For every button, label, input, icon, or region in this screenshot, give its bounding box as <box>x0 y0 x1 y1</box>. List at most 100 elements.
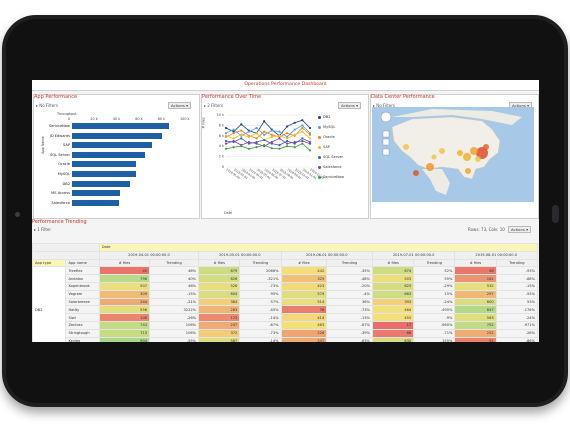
series-line[interactable] <box>225 137 311 146</box>
map-marker[interactable] <box>413 170 419 176</box>
table-row[interactable]: Siwr 108 -26% 123 -14% 414 -13% 455 -9% 563 -24% <box>33 313 539 322</box>
bar[interactable] <box>72 171 136 177</box>
series-point[interactable] <box>232 139 235 143</box>
series-point[interactable] <box>308 149 312 152</box>
series-point[interactable] <box>278 130 281 133</box>
zoom-out-icon[interactable] <box>382 138 390 146</box>
bar[interactable] <box>72 180 131 187</box>
series-point[interactable] <box>301 142 304 145</box>
series-point[interactable] <box>240 145 243 148</box>
bar[interactable] <box>72 199 120 206</box>
app-type-header[interactable]: App type <box>32 258 67 268</box>
series-point[interactable] <box>263 144 266 147</box>
table-row[interactable]: Hatity 556 3222% 283 -45% 78 -73% 464 -495% 847 -1… <box>33 305 539 315</box>
files-column-header[interactable]: # files <box>198 258 241 268</box>
bar[interactable] <box>72 123 170 129</box>
series-point[interactable] <box>247 142 251 145</box>
series-point[interactable] <box>224 139 228 143</box>
map-marker[interactable] <box>431 154 437 160</box>
series-point[interactable] <box>240 133 243 136</box>
legend-item[interactable]: SQL Server <box>318 155 343 159</box>
series-point[interactable] <box>263 130 266 133</box>
series-point[interactable] <box>308 126 312 130</box>
series-point[interactable] <box>263 133 266 136</box>
date-label[interactable]: Date <box>98 243 539 252</box>
series-point[interactable] <box>247 140 251 144</box>
bar[interactable] <box>72 161 136 168</box>
files-column-header[interactable]: # files <box>98 258 151 268</box>
map-view[interactable] <box>372 107 534 202</box>
series-point[interactable] <box>278 147 281 150</box>
series-point[interactable] <box>293 142 296 145</box>
series-point[interactable] <box>308 133 312 136</box>
series-point[interactable] <box>301 119 304 122</box>
filter-label[interactable]: ▸ 1 Filter <box>34 227 52 232</box>
date-column-header[interactable]: 2019-05-01 00:00:00.0 <box>198 250 282 260</box>
series-point[interactable] <box>301 126 304 130</box>
legend-item[interactable]: SAP <box>318 145 330 149</box>
series-point[interactable] <box>285 135 289 138</box>
files-column-header[interactable]: # files <box>371 258 415 268</box>
pan-control-icon[interactable] <box>380 111 392 123</box>
series-point[interactable] <box>270 133 273 136</box>
series-point[interactable] <box>301 130 304 133</box>
series-point[interactable] <box>255 132 258 135</box>
map-canvas[interactable] <box>372 107 534 202</box>
filter-label[interactable]: ▸ No Filters <box>373 103 395 108</box>
series-point[interactable] <box>240 137 243 140</box>
map-marker[interactable] <box>470 147 478 155</box>
trending-column-header[interactable]: Trending <box>413 258 456 268</box>
series-point[interactable] <box>247 147 251 150</box>
bar[interactable] <box>72 151 145 158</box>
series-point[interactable] <box>224 132 228 135</box>
actions-button[interactable]: Actions ▾ <box>168 102 191 109</box>
table-row[interactable]: Kopenbrook 507 46% 526 -73% 423 -20% 625 -29% 532… <box>33 281 539 291</box>
map-marker[interactable] <box>457 150 463 156</box>
trending-column-header[interactable]: Trending <box>239 258 282 268</box>
series-point[interactable] <box>224 142 228 145</box>
map-marker[interactable] <box>426 163 434 171</box>
series-point[interactable] <box>285 137 289 140</box>
series-point[interactable] <box>285 142 289 145</box>
table-row[interactable]: Zontrax 743 106% 247 -67% 463 -87% 17 -960% 752 -9… <box>33 320 539 330</box>
series-point[interactable] <box>263 138 266 142</box>
series-line[interactable] <box>225 131 311 141</box>
actions-button[interactable]: Actions ▾ <box>508 226 531 233</box>
series-point[interactable] <box>255 126 258 130</box>
map-marker[interactable] <box>465 168 471 174</box>
series-line[interactable] <box>225 143 311 151</box>
series-point[interactable] <box>255 146 258 149</box>
series-point[interactable] <box>224 126 228 130</box>
series-point[interactable] <box>285 139 289 143</box>
table-row[interactable]: Andalax 796 40% 626 -321% 325 -48% 503 55% 161 -68… <box>33 274 539 283</box>
series-point[interactable] <box>308 137 312 140</box>
series-point[interactable] <box>278 137 281 140</box>
filter-label[interactable]: ▸ No Filters <box>36 103 58 108</box>
series-point[interactable] <box>224 134 228 137</box>
table-row[interactable]: Keylex 904 -55% 587 -14% 247 -63% 630 155% 91 -86% <box>33 336 539 342</box>
series-point[interactable] <box>285 145 289 148</box>
map-marker[interactable] <box>475 156 481 162</box>
series-point[interactable] <box>301 137 304 140</box>
series-point[interactable] <box>247 130 251 133</box>
bar[interactable] <box>72 142 152 149</box>
series-point[interactable] <box>308 140 312 144</box>
series-point[interactable] <box>293 146 296 149</box>
trending-column-header[interactable]: Trending <box>149 258 200 268</box>
series-point[interactable] <box>293 128 296 131</box>
legend-item[interactable]: Oracle <box>318 135 335 139</box>
series-point[interactable] <box>255 137 258 140</box>
series-point[interactable] <box>285 132 289 135</box>
series-point[interactable] <box>293 133 296 136</box>
date-column-header[interactable]: 2019-08-01 00:00:00.0 <box>454 250 538 260</box>
table-row[interactable]: Vagram 309 -15% 604 95% 579 -4% 663 15% 297 -55% <box>33 289 539 299</box>
zoom-in-icon[interactable] <box>382 130 390 138</box>
series-point[interactable] <box>247 135 251 138</box>
series-point[interactable] <box>255 140 258 144</box>
map-marker[interactable] <box>463 153 471 161</box>
series-line[interactable] <box>225 124 311 138</box>
series-point[interactable] <box>232 128 235 131</box>
table-row[interactable]: Solarbreeze 244 -21% 384 57% 514 36% 393 -24% 600… <box>33 297 539 307</box>
select-tool-icon[interactable] <box>382 148 390 156</box>
series-point[interactable] <box>224 147 228 150</box>
